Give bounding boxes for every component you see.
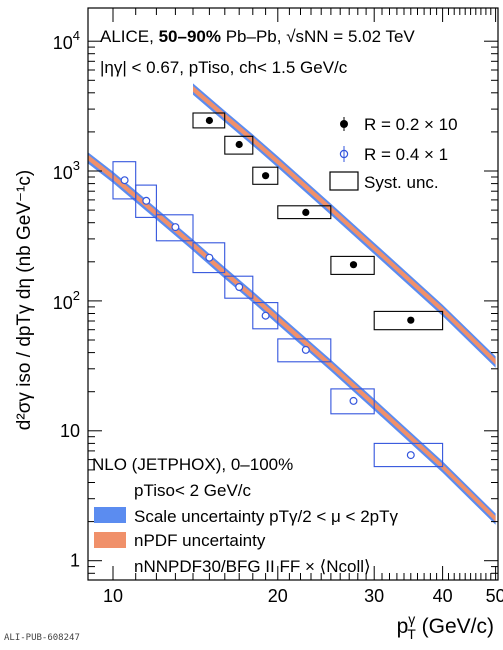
legend-swatch-npdf <box>94 532 126 548</box>
systematic-boxes <box>112 112 444 468</box>
syst-box-s0-1 <box>224 135 254 155</box>
syst-box-s1-7 <box>330 388 375 415</box>
y-tick-label: 10 <box>60 421 80 441</box>
y-tick-label: 103 <box>53 158 80 183</box>
syst-box-s1-3 <box>192 242 226 274</box>
syst-box-s0-2 <box>252 166 279 185</box>
point-r02-2 <box>262 172 270 180</box>
syst-box-s1-0 <box>112 161 137 200</box>
syst-box-s1-5 <box>252 302 279 330</box>
point-r04-6 <box>301 345 310 354</box>
point-r04-5 <box>261 311 270 320</box>
syst-box-s1-8 <box>373 442 444 468</box>
y-tick-label-base: 10 <box>53 33 73 53</box>
header-line-1: ALICE, 50–90% Pb–Pb, √sNN = 5.02 TeV <box>100 27 415 46</box>
nlo-npdf-band-1 <box>88 154 496 522</box>
header-line-2: |ηγ| < 0.67, pTiso, ch< 1.5 GeV/c <box>100 58 348 77</box>
syst-box-s1-4 <box>224 275 254 299</box>
nlo-scale-band-1 <box>88 152 496 525</box>
point-r02-3 <box>302 208 310 216</box>
point-r04-3 <box>205 253 214 262</box>
syst-box-s0-5 <box>373 310 444 331</box>
point-r02-4 <box>349 261 358 269</box>
x-tick-label: 20 <box>268 586 288 606</box>
syst-box-s1-1 <box>135 184 157 218</box>
data-points <box>120 116 415 460</box>
x-tick-label: 10 <box>103 586 123 606</box>
point-r04-2 <box>171 223 180 232</box>
legend-label-r04: R = 0.4 × 1 <box>364 145 448 164</box>
x-tick-label: 40 <box>433 586 453 606</box>
point-r04-0 <box>120 176 129 185</box>
y-tick-label: 102 <box>53 288 80 313</box>
x-axis-title: pγ T (GeV/c) <box>397 611 494 642</box>
legend-label-r02: R = 0.2 × 10 <box>364 115 458 134</box>
point-r04-7 <box>349 396 358 405</box>
y-tick-label: 104 <box>53 28 80 53</box>
syst-box-s0-3 <box>277 205 332 220</box>
y-tick-label-exponent: 3 <box>73 158 80 173</box>
point-r02-0 <box>205 116 213 125</box>
x-tick-label: 30 <box>364 586 384 606</box>
legend-label-npdf: nPDF uncertainty <box>134 531 266 550</box>
syst-box-s0-0 <box>192 112 226 129</box>
syst-box-s1-6 <box>277 338 332 363</box>
plot-frame <box>87 7 499 581</box>
nlo-bands <box>88 83 496 525</box>
legend-label-syst: Syst. unc. <box>364 173 439 192</box>
nlo-npdf-band-0 <box>193 86 496 365</box>
nlo-legend-line-1: NLO (JETPHOX), 0–100% <box>92 455 293 474</box>
y-tick-label: 1 <box>70 551 80 571</box>
legend-label-scale: Scale uncertainty pTγ/2 < μ < 2pTγ <box>134 507 398 526</box>
y-tick-label-base: 10 <box>53 163 73 183</box>
y-tick-label-exponent: 2 <box>73 288 80 303</box>
point-r02-5 <box>407 316 415 324</box>
nlo-legend-line-2: pTiso< 2 GeV/c <box>134 481 252 500</box>
syst-box-s1-2 <box>155 214 194 242</box>
point-r02-1 <box>235 140 243 149</box>
point-r04-4 <box>235 283 244 292</box>
x-tick-label: 50 <box>486 586 503 606</box>
point-r04-1 <box>142 196 151 205</box>
publication-id: ALI-PUB-608247 <box>4 633 80 643</box>
y-tick-label-base: 10 <box>53 293 73 313</box>
y-axis-title: d²σγ iso / dpTγ dη (nb GeV⁻¹c) <box>14 170 35 430</box>
syst-box-s0-4 <box>330 255 375 275</box>
legend-marker-syst <box>329 171 359 191</box>
nlo-legend-line-5: nNNPDF30/BFG II FF × ⟨Ncoll⟩ <box>134 557 371 576</box>
y-tick-label-exponent: 4 <box>73 28 80 43</box>
point-r04-8 <box>406 451 415 460</box>
legend-swatch-scale <box>94 507 126 523</box>
